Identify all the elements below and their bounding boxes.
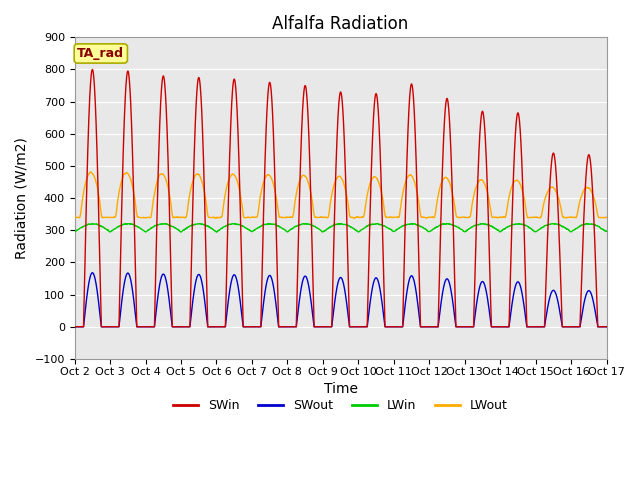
Text: TA_rad: TA_rad xyxy=(77,47,124,60)
X-axis label: Time: Time xyxy=(324,382,358,396)
Legend: SWin, SWout, LWin, LWout: SWin, SWout, LWin, LWout xyxy=(168,394,513,417)
Title: Alfalfa Radiation: Alfalfa Radiation xyxy=(273,15,409,33)
Y-axis label: Radiation (W/m2): Radiation (W/m2) xyxy=(15,137,29,259)
